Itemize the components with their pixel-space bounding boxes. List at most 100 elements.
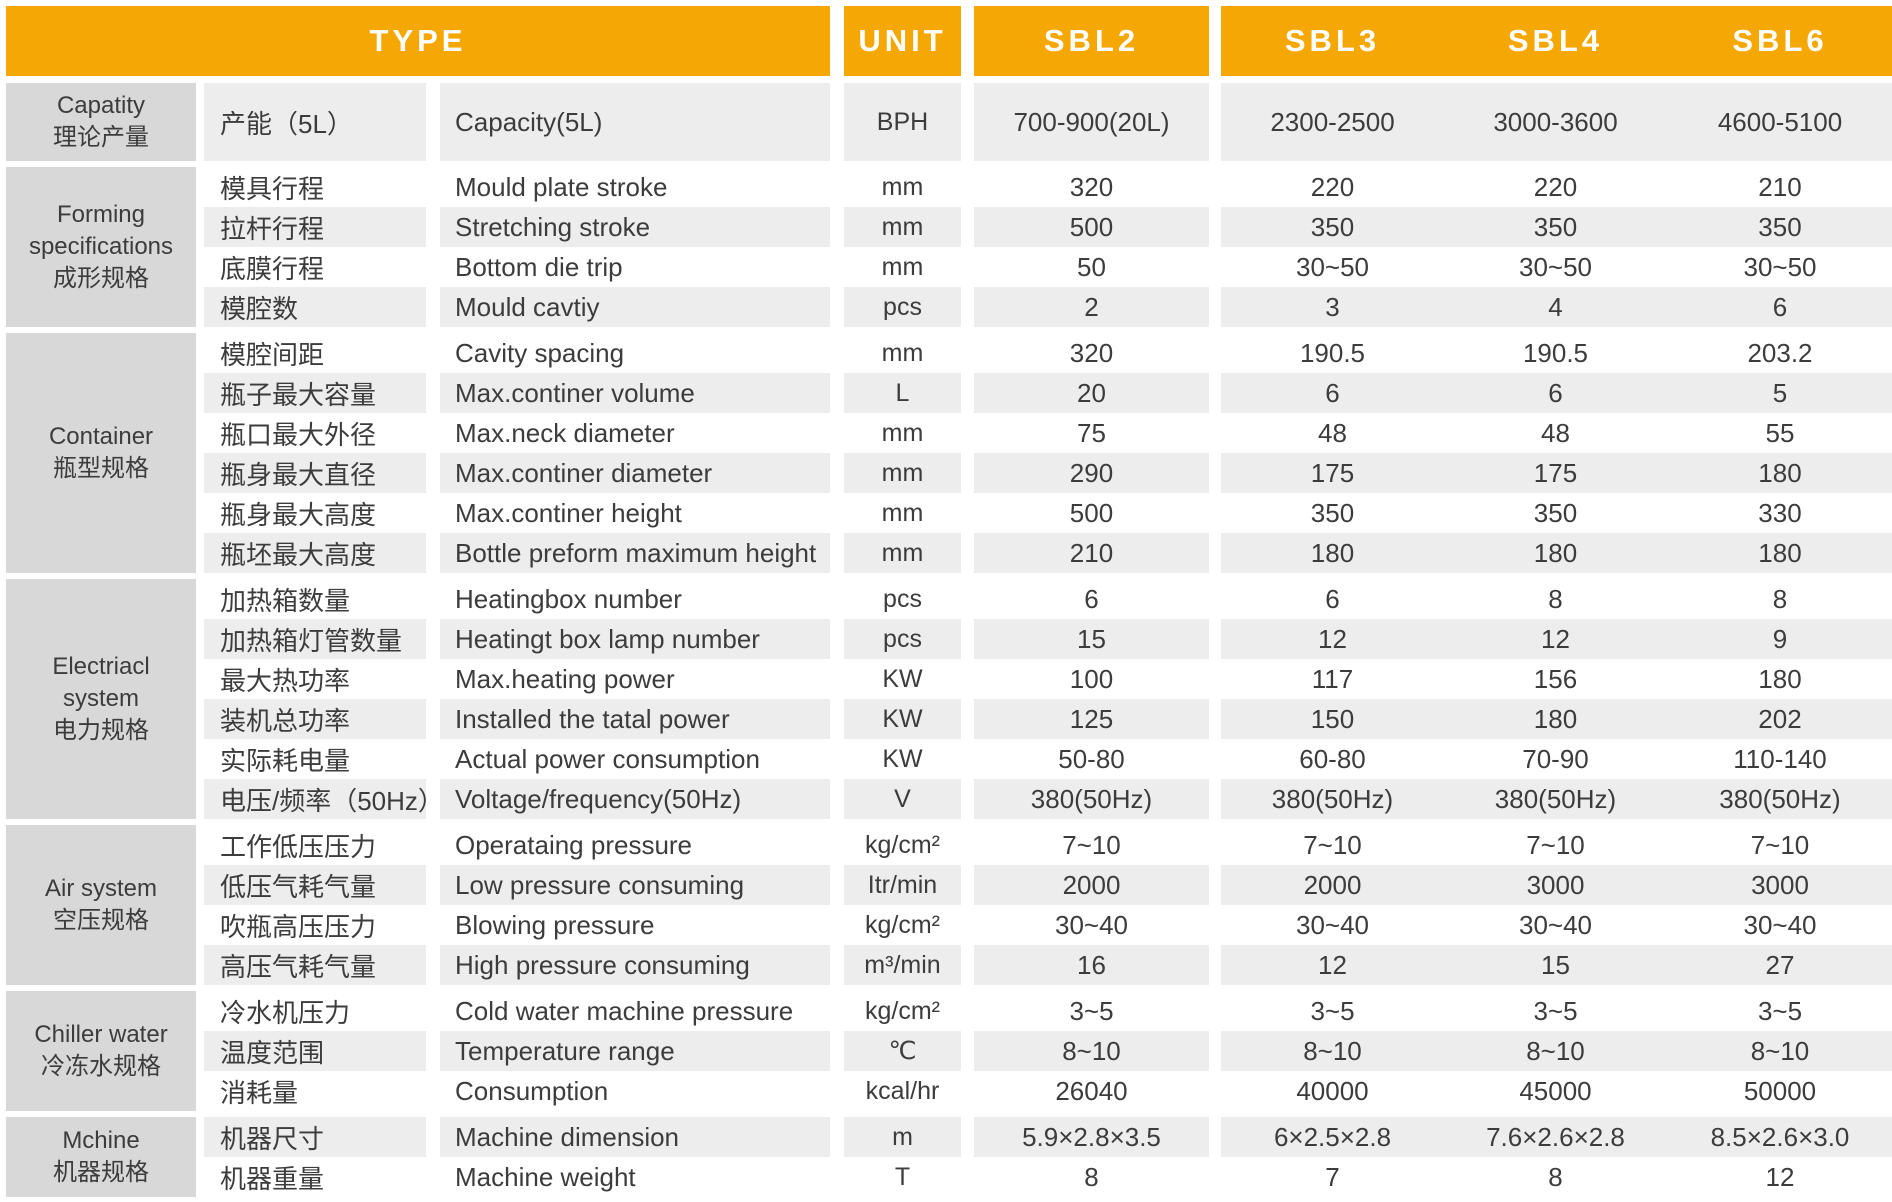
row-label-en: Voltage/frequency(50Hz) bbox=[426, 779, 830, 819]
row-value: 180 bbox=[1667, 533, 1892, 573]
row-value: 7.6×2.6×2.8 bbox=[1444, 1117, 1667, 1157]
row-value: 350 bbox=[1444, 207, 1667, 247]
row-value: 30~50 bbox=[1209, 247, 1444, 287]
row-value: 6 bbox=[1209, 373, 1444, 413]
row-label-zh: 低压气耗气量 bbox=[196, 865, 426, 905]
row-value: 30~40 bbox=[961, 905, 1209, 945]
row-label-zh: 模腔间距 bbox=[196, 333, 426, 373]
group-category-line: Electriacl bbox=[52, 653, 150, 681]
row-label-en: Capacity(5L) bbox=[426, 83, 830, 161]
table-body: Capatity 理论产量 产能（5L） Capacity(5L) BPH 700-900… bbox=[6, 83, 1892, 1197]
row-value: 30~40 bbox=[1444, 905, 1667, 945]
row-unit: pcs bbox=[830, 619, 961, 659]
row-label-zh: 产能（5L） bbox=[196, 83, 426, 161]
row-value: 210 bbox=[1667, 167, 1892, 207]
row-label-zh: 装机总功率 bbox=[196, 699, 426, 739]
row-value: 12 bbox=[1209, 945, 1444, 985]
row-value: 6 bbox=[1444, 373, 1667, 413]
row-value: 4 bbox=[1444, 287, 1667, 327]
row-value: 7~10 bbox=[1209, 825, 1444, 865]
row-value: 180 bbox=[1209, 533, 1444, 573]
row-value: 380(50Hz) bbox=[961, 779, 1209, 819]
row-value: 8 bbox=[1667, 579, 1892, 619]
group-category-cell: Chiller water 冷冻水规格 bbox=[6, 991, 196, 1111]
row-value: 3000-3600 bbox=[1444, 83, 1667, 161]
row-label-zh: 瓶身最大直径 bbox=[196, 453, 426, 493]
spec-group-0: Capatity 理论产量 产能（5L） Capacity(5L) BPH 700-900… bbox=[6, 83, 1892, 161]
row-value: 380(50Hz) bbox=[1444, 779, 1667, 819]
row-value: 3 bbox=[1209, 287, 1444, 327]
row-label-en: Cold water machine pressure bbox=[426, 991, 830, 1031]
group-category-cell: Electriacl system 电力规格 bbox=[6, 579, 196, 819]
row-unit: mm bbox=[830, 533, 961, 573]
row-unit: V bbox=[830, 779, 961, 819]
row-value: 50000 bbox=[1667, 1071, 1892, 1111]
row-label-en: Heatingt box lamp number bbox=[426, 619, 830, 659]
row-label-zh: 工作低压压力 bbox=[196, 825, 426, 865]
row-value: 180 bbox=[1667, 659, 1892, 699]
row-label-zh: 实际耗电量 bbox=[196, 739, 426, 779]
row-unit: kg/cm² bbox=[830, 825, 961, 865]
row-value: 12 bbox=[1444, 619, 1667, 659]
row-value: 30~50 bbox=[1667, 247, 1892, 287]
row-value: 12 bbox=[1209, 619, 1444, 659]
row-value: 8~10 bbox=[961, 1031, 1209, 1071]
row-value: 16 bbox=[961, 945, 1209, 985]
row-unit: KW bbox=[830, 699, 961, 739]
row-label-en: Temperature range bbox=[426, 1031, 830, 1071]
header-type: TYPE bbox=[6, 6, 830, 76]
row-value: 2 bbox=[961, 287, 1209, 327]
row-value: 8 bbox=[961, 1157, 1209, 1197]
group-category-line: Container bbox=[48, 423, 154, 451]
row-label-en: Max.neck diameter bbox=[426, 413, 830, 453]
row-label-en: Low pressure consuming bbox=[426, 865, 830, 905]
group-category-line: Forming bbox=[56, 201, 146, 229]
table-header-row: TYPE UNIT SBL2 SBL3 SBL4 SBL6 bbox=[6, 6, 1892, 76]
row-label-zh: 加热箱数量 bbox=[196, 579, 426, 619]
row-value: 220 bbox=[1444, 167, 1667, 207]
row-value: 3~5 bbox=[961, 991, 1209, 1031]
row-label-en: Max.heating power bbox=[426, 659, 830, 699]
row-value: 3000 bbox=[1444, 865, 1667, 905]
row-value: 45000 bbox=[1444, 1071, 1667, 1111]
group-category-line: 电力规格 bbox=[53, 716, 149, 744]
row-unit: KW bbox=[830, 739, 961, 779]
header-model-sbl3: SBL3 bbox=[1284, 23, 1381, 58]
row-label-en: Installed the tatal power bbox=[426, 699, 830, 739]
row-label-en: Operataing pressure bbox=[426, 825, 830, 865]
group-category-line: 冷冻水规格 bbox=[41, 1053, 161, 1080]
row-label-en: Consumption bbox=[426, 1071, 830, 1111]
row-value: 220 bbox=[1209, 167, 1444, 207]
row-value: 9 bbox=[1667, 619, 1892, 659]
row-value: 190.5 bbox=[1209, 333, 1444, 373]
row-value: 100 bbox=[961, 659, 1209, 699]
row-value: 70-90 bbox=[1444, 739, 1667, 779]
row-value: 700-900(20L) bbox=[961, 83, 1209, 161]
row-value: 27 bbox=[1667, 945, 1892, 985]
row-label-zh: 模腔数 bbox=[196, 287, 426, 327]
row-value: 203.2 bbox=[1667, 333, 1892, 373]
row-unit: mm bbox=[830, 413, 961, 453]
group-category-line: Capatity bbox=[56, 92, 146, 120]
group-category-line: Mchine bbox=[62, 1127, 140, 1155]
row-unit: mm bbox=[830, 207, 961, 247]
row-value: 350 bbox=[1667, 207, 1892, 247]
row-value: 150 bbox=[1209, 699, 1444, 739]
row-value: 3~5 bbox=[1667, 991, 1892, 1031]
row-unit: L bbox=[830, 373, 961, 413]
row-value: 202 bbox=[1667, 699, 1892, 739]
row-value: 48 bbox=[1444, 413, 1667, 453]
row-value: 175 bbox=[1444, 453, 1667, 493]
group-category-line: 成形规格 bbox=[53, 264, 149, 292]
row-value: 50 bbox=[961, 247, 1209, 287]
group-category-cell: Forming specifications 成形规格 bbox=[6, 167, 196, 327]
header-model-sbl6: SBL6 bbox=[1732, 23, 1828, 58]
row-value: 210 bbox=[961, 533, 1209, 573]
row-label-en: Mould cavtiy bbox=[426, 287, 830, 327]
row-value: 7~10 bbox=[961, 825, 1209, 865]
row-value: 6 bbox=[1209, 579, 1444, 619]
row-label-en: Heatingbox number bbox=[426, 579, 830, 619]
group-category-cell: Container 瓶型规格 bbox=[6, 333, 196, 573]
row-label-en: Bottle preform maximum height bbox=[426, 533, 830, 573]
row-value: 8 bbox=[1444, 1157, 1667, 1197]
